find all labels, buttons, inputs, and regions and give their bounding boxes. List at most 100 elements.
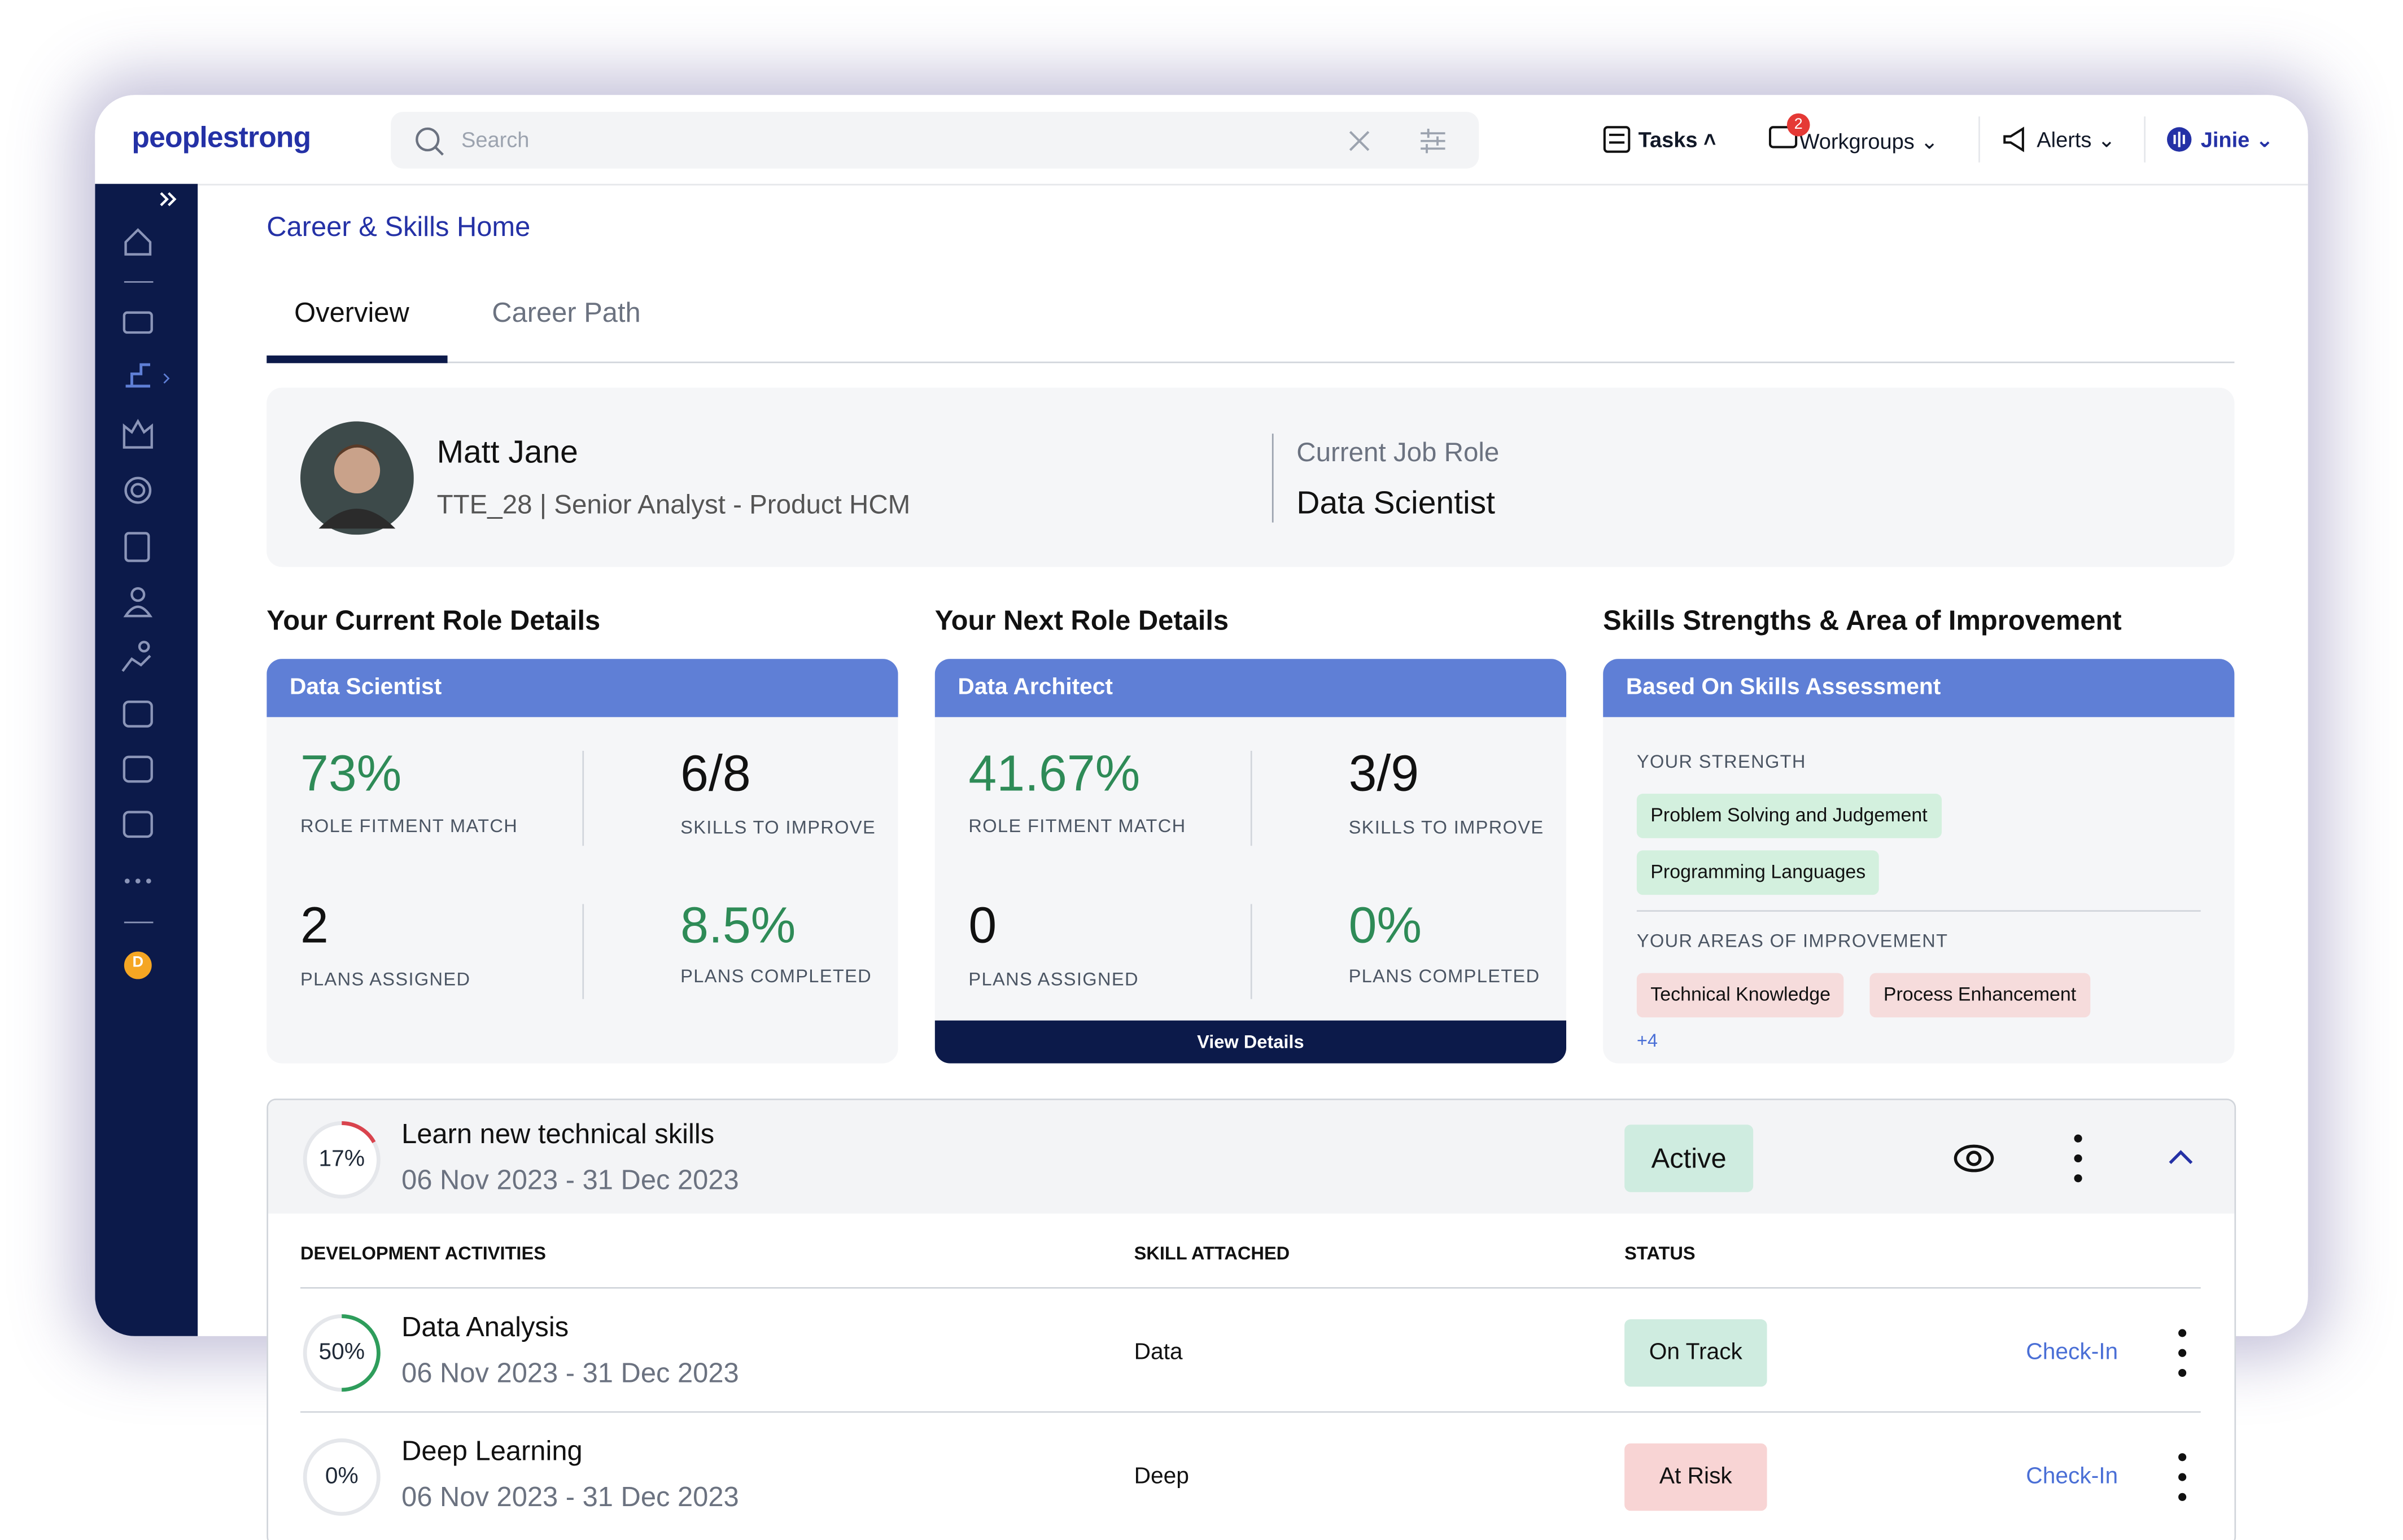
column-header: STATUS: [1624, 1243, 1696, 1265]
search-box[interactable]: Search: [391, 112, 1479, 169]
divider: [1250, 904, 1252, 999]
strength-label: YOUR STRENGTH: [1636, 751, 1806, 773]
section-title: Your Current Role Details: [266, 605, 601, 636]
improvement-label: YOUR AREAS OF IMPROVEMENT: [1636, 930, 1948, 952]
notification-badge: 2: [1786, 113, 1810, 137]
search-icon: [416, 127, 444, 156]
profile-id-role: TTE_28 | Senior Analyst - Product HCM: [436, 488, 911, 520]
collapse-icon[interactable]: [2167, 1146, 2195, 1167]
sidebar-icons: [121, 192, 177, 979]
tabs-line: [266, 361, 2235, 364]
stat-label: PLANS COMPLETED: [1348, 965, 1540, 987]
skill-attached: Deep: [1134, 1463, 1189, 1490]
stat-value: 2: [300, 896, 329, 953]
jinie-menu[interactable]: Jinie ⌄: [2165, 126, 2274, 154]
clear-icon[interactable]: [1347, 129, 1371, 153]
divider: [2144, 116, 2146, 163]
workgroups-icon: 2: [1768, 113, 1810, 150]
column-header: SKILL ATTACHED: [1134, 1243, 1290, 1265]
stat-value: 0: [968, 896, 997, 953]
alerts-menu[interactable]: Alerts ⌄: [2002, 126, 2116, 154]
progress-label: 17%: [318, 1146, 365, 1172]
tab-career-path[interactable]: Career Path: [492, 297, 641, 328]
logo[interactable]: peoplestrong: [132, 123, 311, 155]
skill-attached: Data: [1134, 1339, 1183, 1366]
check-in-link[interactable]: Check-In: [2026, 1339, 2118, 1366]
avatar-initial[interactable]: D: [132, 955, 144, 972]
sidebar: D: [95, 183, 198, 1336]
progress-label: 0%: [325, 1463, 359, 1490]
activity-dates: 06 Nov 2023 - 31 Dec 2023: [401, 1481, 739, 1513]
divider: [1272, 434, 1274, 523]
plan-dates: 06 Nov 2023 - 31 Dec 2023: [401, 1164, 739, 1196]
stat-label: ROLE FITMENT MATCH: [300, 815, 518, 837]
search-placeholder: Search: [461, 127, 530, 152]
more-link[interactable]: +4: [1636, 1030, 1658, 1052]
alerts-label: Alerts: [2037, 127, 2092, 152]
filter-icon[interactable]: [1418, 126, 1448, 156]
tab-overview[interactable]: Overview: [294, 297, 409, 328]
stat-label: PLANS COMPLETED: [680, 965, 872, 987]
stat-value: 73%: [300, 745, 402, 802]
workgroups-menu[interactable]: 2 Workgroups ⌄: [1768, 113, 1938, 155]
column-header: DEVELOPMENT ACTIVITIES: [300, 1243, 546, 1265]
workgroups-label: Workgroups: [1799, 129, 1915, 154]
divider: [1978, 116, 1980, 163]
profile-photo: [300, 421, 414, 535]
jinie-label: Jinie: [2200, 127, 2250, 152]
progress-ring: [303, 1121, 381, 1199]
profile-card: Matt Jane TTE_28 | Senior Analyst - Prod…: [266, 387, 2235, 567]
profile-name: Matt Jane: [436, 435, 578, 471]
row-divider: [300, 1411, 2201, 1413]
stat-value: 3/9: [1348, 745, 1419, 802]
progress-ring: [303, 1314, 381, 1392]
activity-name: Deep Learning: [401, 1436, 583, 1467]
stat-value: 0%: [1348, 896, 1422, 953]
top-bar: peoplestrong Search Tasks ˄ 2 Workgroups …: [95, 95, 2308, 186]
view-details-button[interactable]: View Details: [934, 1020, 1567, 1064]
tab-indicator: [266, 355, 448, 364]
more-menu[interactable]: [2069, 1131, 2087, 1186]
section-title: Your Next Role Details: [934, 605, 1229, 636]
strength-chip: Programming Languages: [1636, 850, 1880, 895]
jinie-icon: [2167, 127, 2192, 152]
progress-ring: [303, 1438, 381, 1516]
stat-label: SKILLS TO IMPROVE: [1348, 816, 1544, 838]
stat-value: 8.5%: [680, 896, 796, 953]
divider: [582, 751, 584, 846]
status-pill: Active: [1624, 1125, 1754, 1192]
improvement-chip: Technical Knowledge: [1636, 973, 1845, 1018]
card-header: Data Scientist: [266, 659, 898, 718]
view-icon[interactable]: [1952, 1139, 1995, 1179]
tasks-menu[interactable]: Tasks ˄: [1603, 126, 1716, 154]
skills-card: Based On Skills Assessment YOUR STRENGTH…: [1603, 659, 2235, 1064]
more-menu[interactable]: [2173, 1451, 2192, 1503]
strength-chip: Problem Solving and Judgement: [1636, 794, 1942, 838]
card-header: Based On Skills Assessment: [1603, 659, 2235, 718]
next-role-card: Data Architect 41.67% ROLE FITMENT MATCH…: [934, 659, 1567, 1064]
section-title: Skills Strengths & Area of Improvement: [1603, 605, 2122, 636]
improvement-chip: Process Enhancement: [1869, 973, 2090, 1018]
divider: [1636, 910, 2201, 912]
plan-card: [266, 1099, 2236, 1540]
more-menu[interactable]: [2173, 1327, 2192, 1379]
tasks-label: Tasks: [1638, 127, 1698, 152]
activity-name: Data Analysis: [401, 1311, 569, 1342]
divider: [582, 904, 584, 999]
current-role-label: Current Job Role: [1296, 436, 1500, 467]
plan-header: [268, 1100, 2235, 1214]
stat-value: 41.67%: [968, 745, 1141, 802]
current-role: Data Scientist: [1296, 485, 1495, 521]
check-in-link[interactable]: Check-In: [2026, 1463, 2118, 1490]
stat-value: 6/8: [680, 745, 751, 802]
stat-label: PLANS ASSIGNED: [968, 968, 1139, 990]
status-pill: On Track: [1624, 1319, 1767, 1387]
breadcrumb[interactable]: Career & Skills Home: [266, 211, 531, 242]
stat-label: SKILLS TO IMPROVE: [680, 816, 876, 838]
progress-label: 50%: [318, 1339, 365, 1366]
status-pill: At Risk: [1624, 1443, 1767, 1511]
plan-title: Learn new technical skills: [401, 1118, 715, 1149]
alerts-icon: [2003, 126, 2024, 152]
